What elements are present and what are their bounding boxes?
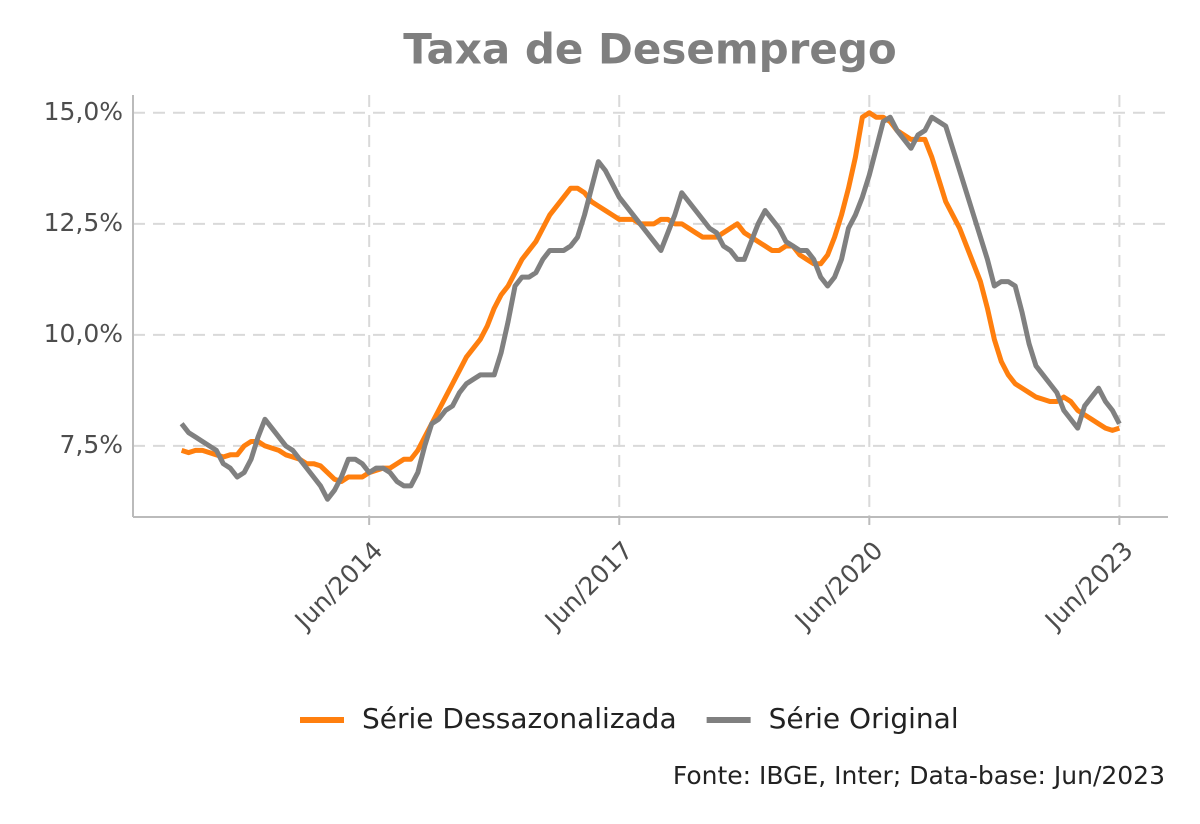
source: Fonte: IBGE, Inter; Data-base: Jun/2023 <box>673 761 1165 790</box>
y-tick-label: 12,5% <box>44 208 123 237</box>
x-tick-label: Jun/2023 <box>1038 536 1138 636</box>
series-line <box>180 110 1121 484</box>
legend-label: Série Original <box>769 702 959 735</box>
x-tick-label: Jun/2014 <box>288 536 388 636</box>
y-tick-label: 15,0% <box>44 97 123 126</box>
x-tick-label: Jun/2017 <box>538 536 638 636</box>
chart-title: Taxa de Desemprego <box>403 25 897 74</box>
legend-label: Série Dessazonalizada <box>362 702 677 735</box>
y-tick-label: 7,5% <box>59 430 123 459</box>
y-tick-label: 10,0% <box>44 319 123 348</box>
x-tick-label: Jun/2020 <box>788 536 888 636</box>
series-line <box>179 114 1122 502</box>
